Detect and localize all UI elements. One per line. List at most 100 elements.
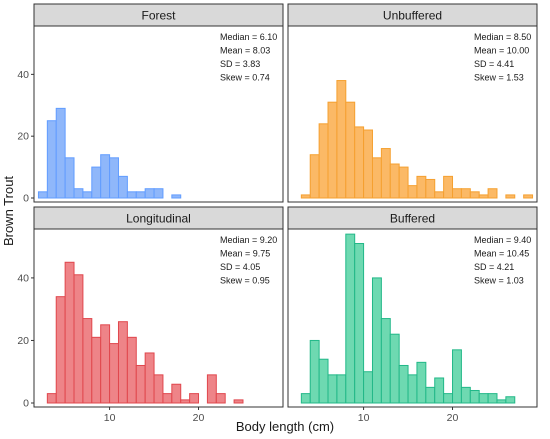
histogram-bar: [91, 166, 102, 199]
histogram-bar: [300, 393, 311, 404]
histogram-bar: [443, 175, 454, 199]
facet-title: Forest: [141, 9, 176, 23]
histogram-bar: [206, 374, 217, 404]
histogram-bar: [162, 393, 173, 404]
histogram-bar: [46, 393, 57, 404]
facet-title: Unbuffered: [383, 9, 442, 23]
x-tick-label: 20: [193, 412, 205, 424]
histogram-bar: [336, 374, 347, 404]
histogram-bar: [416, 361, 427, 404]
histogram-bar: [354, 243, 365, 404]
histogram-bar: [371, 277, 382, 404]
stat-annotation: SD = 4.41: [474, 59, 514, 69]
histogram-bar: [180, 399, 191, 404]
histogram-bar: [389, 163, 400, 199]
histogram-bar: [73, 188, 84, 199]
histogram-bar: [171, 194, 182, 199]
stat-annotation: Median = 9.20: [220, 235, 277, 245]
histogram-bar: [91, 336, 102, 404]
histogram-bar: [380, 148, 391, 199]
y-tick-label: 20: [17, 131, 29, 143]
histogram-bar: [425, 386, 436, 404]
stat-annotation: SD = 3.83: [220, 59, 260, 69]
histogram-bar: [64, 157, 75, 199]
histogram-bar: [416, 175, 427, 199]
histogram-bar: [171, 383, 182, 404]
histogram-bar: [363, 371, 373, 404]
histogram-bar: [389, 333, 400, 404]
x-tick-label: 10: [104, 412, 116, 424]
stat-annotation: Median = 8.50: [474, 32, 531, 42]
histogram-bar: [318, 358, 329, 404]
histogram-bar: [496, 399, 507, 404]
histogram-bar: [144, 188, 155, 199]
y-tick-label: 20: [17, 335, 29, 347]
histogram-bar: [55, 107, 66, 199]
histogram-bar: [82, 191, 93, 199]
x-tick-label: 20: [447, 412, 459, 424]
histogram-bar: [144, 352, 155, 404]
stat-annotation: Skew = 0.95: [220, 276, 270, 286]
histogram-bar: [398, 166, 409, 199]
histogram-bar: [434, 191, 445, 199]
histogram-bar: [523, 194, 534, 199]
histogram-bar: [215, 393, 226, 404]
histogram-bar: [327, 374, 338, 404]
histogram-bar: [478, 393, 489, 404]
histogram-bar: [117, 175, 128, 199]
stat-annotation: SD = 4.05: [220, 262, 260, 272]
histogram-bar: [354, 126, 365, 199]
histogram-bar: [460, 386, 471, 404]
histogram-bar: [46, 120, 57, 199]
facet-title: Longitudinal: [126, 212, 191, 226]
histogram-bar: [407, 374, 418, 404]
histogram-bar: [135, 191, 146, 199]
histogram-bar: [300, 194, 311, 199]
histogram-bar: [478, 194, 489, 199]
stat-annotation: Median = 6.10: [220, 32, 277, 42]
histogram-bar: [363, 129, 373, 199]
histogram-bar: [82, 318, 93, 404]
histogram-bar: [452, 349, 462, 404]
histogram-bar: [327, 101, 338, 199]
histogram-bar: [345, 233, 356, 404]
y-tick-label: 40: [17, 272, 29, 284]
y-tick-label: 0: [23, 193, 29, 205]
histogram-bar: [153, 188, 164, 199]
histogram-bar: [452, 188, 462, 199]
histogram-bar: [37, 191, 48, 199]
histogram-bar: [109, 343, 119, 404]
histogram-bar: [100, 324, 111, 404]
histogram-bar: [398, 364, 409, 404]
histogram-bar: [109, 157, 119, 199]
histogram-bar: [505, 194, 516, 199]
histogram-bar: [318, 123, 329, 199]
stat-annotation: Mean = 9.75: [220, 249, 270, 259]
histogram-bar: [336, 80, 347, 199]
histogram-bar: [73, 274, 84, 404]
histogram-bar: [153, 374, 164, 404]
stat-annotation: Median = 9.40: [474, 235, 531, 245]
y-tick-label: 0: [23, 398, 29, 410]
histogram-bar: [460, 188, 471, 199]
histogram-bar: [135, 364, 146, 404]
y-tick-label: 40: [17, 69, 29, 81]
facet-title: Buffered: [390, 212, 435, 226]
histogram-bar: [309, 339, 320, 404]
stat-annotation: Skew = 0.74: [220, 73, 270, 83]
histogram-bar: [233, 399, 244, 404]
stat-annotation: Mean = 10.45: [474, 249, 529, 259]
histogram-bar: [425, 178, 436, 199]
x-tick-label: 10: [358, 412, 370, 424]
x-axis-title: Body length (cm): [236, 419, 334, 434]
histogram-bar: [487, 393, 498, 404]
stat-annotation: Skew = 1.53: [474, 73, 524, 83]
histogram-bar: [469, 191, 480, 199]
panel-border: [33, 25, 284, 203]
histogram-bar: [126, 191, 137, 199]
histogram-bar: [443, 393, 454, 404]
histogram-bar: [100, 154, 111, 199]
stat-annotation: Mean = 10.00: [474, 46, 529, 56]
histogram-bar: [64, 261, 75, 404]
histogram-bar: [505, 396, 516, 404]
